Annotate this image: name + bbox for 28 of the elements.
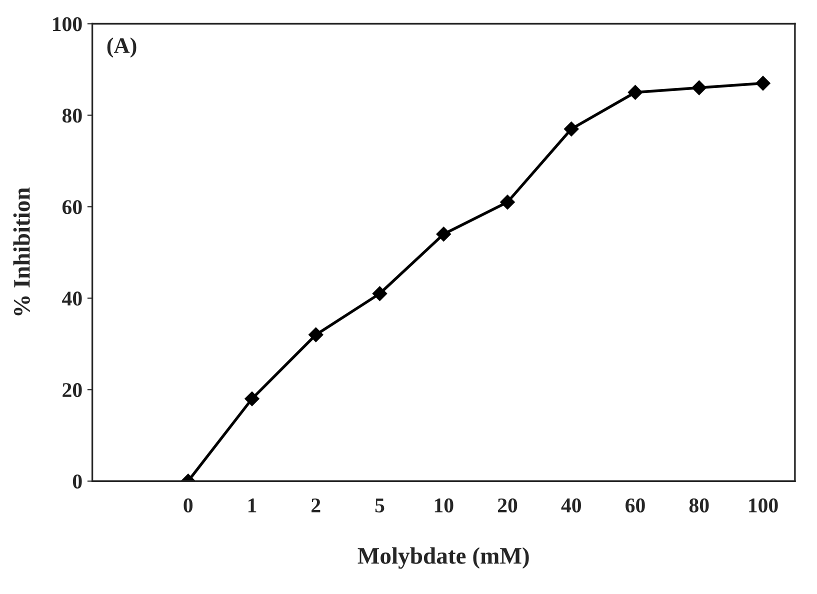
x-tick-label: 5: [375, 498, 384, 512]
x-tick-label: 80: [689, 498, 709, 512]
x-axis-title: Molybdate (mM): [358, 547, 529, 569]
point: [308, 327, 324, 342]
point: [756, 76, 770, 91]
y-tick-label: 20: [62, 383, 82, 398]
y-tick-label: 0: [72, 474, 82, 489]
x-tick-label: 0: [184, 498, 193, 512]
point: [564, 122, 579, 136]
text: (A): [107, 37, 136, 58]
y-tick-label: 100: [53, 17, 82, 32]
y-tick-label: 80: [62, 108, 82, 123]
point: [500, 194, 515, 210]
y-tick-label: 60: [62, 200, 82, 214]
y-axis-title: % Inhibition: [13, 188, 30, 316]
x-tick-label: 1: [248, 498, 256, 512]
x-tick-label: 100: [749, 498, 778, 512]
x-tick-label: 40: [561, 498, 582, 512]
x-tick-label: 20: [498, 498, 518, 512]
point: [372, 286, 388, 302]
x-tick-label: 60: [626, 498, 645, 512]
point: [436, 226, 452, 242]
point: [628, 84, 643, 100]
y-tick-label: 40: [62, 292, 82, 306]
x-tick-label: 2: [312, 498, 320, 512]
point: [692, 80, 707, 96]
point: [244, 391, 260, 406]
x-tick-label: 10: [434, 498, 454, 512]
